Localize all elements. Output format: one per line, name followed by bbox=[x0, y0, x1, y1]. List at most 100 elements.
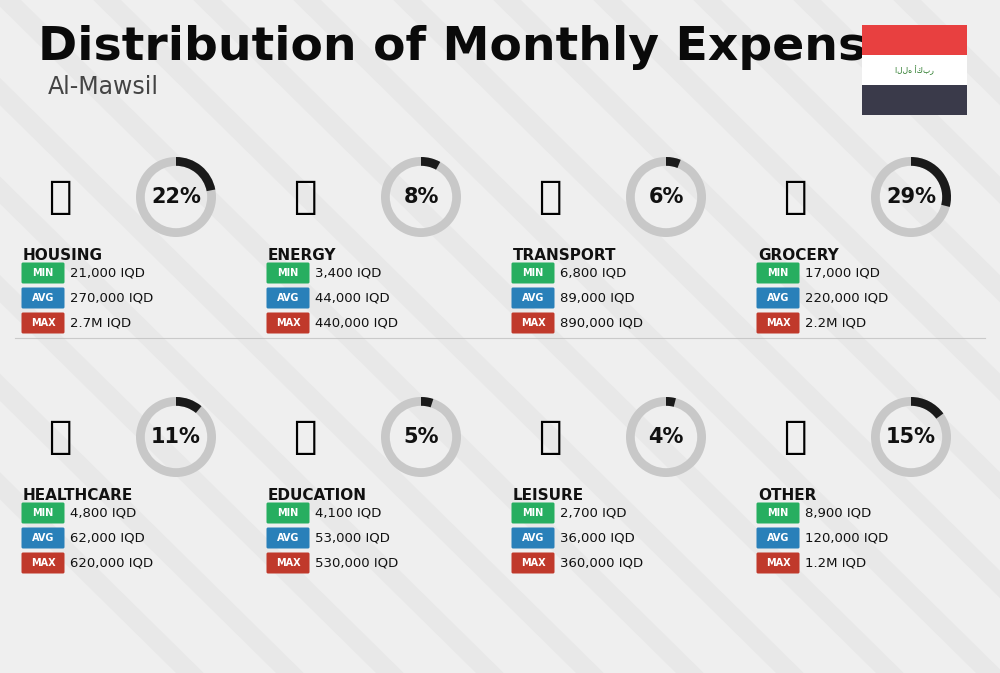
Text: 🏥: 🏥 bbox=[48, 418, 72, 456]
Wedge shape bbox=[381, 397, 461, 477]
Text: 53,000 IQD: 53,000 IQD bbox=[315, 532, 390, 544]
Text: 🚌: 🚌 bbox=[538, 178, 562, 216]
Wedge shape bbox=[136, 397, 216, 477]
Text: 29%: 29% bbox=[886, 187, 936, 207]
FancyBboxPatch shape bbox=[512, 503, 554, 524]
Text: Distribution of Monthly Expenses: Distribution of Monthly Expenses bbox=[38, 25, 926, 70]
Text: MIN: MIN bbox=[767, 508, 789, 518]
Wedge shape bbox=[666, 397, 676, 406]
FancyBboxPatch shape bbox=[862, 25, 967, 55]
FancyBboxPatch shape bbox=[266, 262, 310, 283]
Text: AVG: AVG bbox=[767, 533, 789, 543]
Text: 36,000 IQD: 36,000 IQD bbox=[560, 532, 635, 544]
FancyBboxPatch shape bbox=[22, 262, 64, 283]
FancyBboxPatch shape bbox=[512, 553, 554, 573]
Text: 270,000 IQD: 270,000 IQD bbox=[70, 291, 153, 304]
Text: 🛒: 🛒 bbox=[783, 178, 807, 216]
Text: 8,900 IQD: 8,900 IQD bbox=[805, 507, 871, 520]
FancyBboxPatch shape bbox=[22, 287, 64, 308]
Text: 44,000 IQD: 44,000 IQD bbox=[315, 291, 390, 304]
Text: MAX: MAX bbox=[766, 558, 790, 568]
Text: 🏢: 🏢 bbox=[48, 178, 72, 216]
Text: MAX: MAX bbox=[521, 318, 545, 328]
FancyBboxPatch shape bbox=[22, 312, 64, 334]
FancyBboxPatch shape bbox=[512, 262, 554, 283]
FancyBboxPatch shape bbox=[266, 312, 310, 334]
FancyBboxPatch shape bbox=[512, 528, 554, 548]
Text: Al-Mawsil: Al-Mawsil bbox=[48, 75, 159, 99]
Wedge shape bbox=[871, 157, 951, 237]
Text: 1.2M IQD: 1.2M IQD bbox=[805, 557, 866, 569]
Text: EDUCATION: EDUCATION bbox=[268, 488, 367, 503]
FancyBboxPatch shape bbox=[512, 287, 554, 308]
Wedge shape bbox=[421, 157, 440, 170]
Text: AVG: AVG bbox=[32, 293, 54, 303]
Text: 360,000 IQD: 360,000 IQD bbox=[560, 557, 643, 569]
FancyBboxPatch shape bbox=[757, 262, 800, 283]
Text: AVG: AVG bbox=[767, 293, 789, 303]
Text: MIN: MIN bbox=[32, 268, 54, 278]
Text: 620,000 IQD: 620,000 IQD bbox=[70, 557, 153, 569]
FancyBboxPatch shape bbox=[862, 55, 967, 85]
Text: AVG: AVG bbox=[32, 533, 54, 543]
Text: 890,000 IQD: 890,000 IQD bbox=[560, 316, 643, 330]
Text: MIN: MIN bbox=[522, 508, 544, 518]
Wedge shape bbox=[666, 157, 681, 168]
Text: 8%: 8% bbox=[403, 187, 439, 207]
Text: MAX: MAX bbox=[766, 318, 790, 328]
Text: 4,100 IQD: 4,100 IQD bbox=[315, 507, 381, 520]
Text: 🛍: 🛍 bbox=[538, 418, 562, 456]
Text: AVG: AVG bbox=[277, 533, 299, 543]
FancyBboxPatch shape bbox=[266, 287, 310, 308]
Text: الله أكبر: الله أكبر bbox=[895, 65, 934, 75]
Wedge shape bbox=[136, 157, 216, 237]
Wedge shape bbox=[381, 157, 461, 237]
Text: 15%: 15% bbox=[886, 427, 936, 447]
Text: MIN: MIN bbox=[277, 268, 299, 278]
FancyBboxPatch shape bbox=[22, 553, 64, 573]
Text: 120,000 IQD: 120,000 IQD bbox=[805, 532, 888, 544]
Text: MAX: MAX bbox=[31, 558, 55, 568]
Wedge shape bbox=[626, 397, 706, 477]
Text: MAX: MAX bbox=[521, 558, 545, 568]
Text: OTHER: OTHER bbox=[758, 488, 816, 503]
Text: 220,000 IQD: 220,000 IQD bbox=[805, 291, 888, 304]
FancyBboxPatch shape bbox=[757, 553, 800, 573]
Text: 2.2M IQD: 2.2M IQD bbox=[805, 316, 866, 330]
FancyBboxPatch shape bbox=[266, 503, 310, 524]
Text: 5%: 5% bbox=[403, 427, 439, 447]
FancyBboxPatch shape bbox=[266, 528, 310, 548]
Wedge shape bbox=[421, 397, 433, 407]
Text: 2.7M IQD: 2.7M IQD bbox=[70, 316, 131, 330]
Text: AVG: AVG bbox=[522, 533, 544, 543]
Text: HOUSING: HOUSING bbox=[23, 248, 103, 263]
Wedge shape bbox=[626, 157, 706, 237]
Text: 89,000 IQD: 89,000 IQD bbox=[560, 291, 635, 304]
FancyBboxPatch shape bbox=[512, 312, 554, 334]
Text: MIN: MIN bbox=[767, 268, 789, 278]
Wedge shape bbox=[176, 397, 201, 413]
Wedge shape bbox=[911, 397, 943, 419]
FancyBboxPatch shape bbox=[22, 503, 64, 524]
Wedge shape bbox=[176, 157, 215, 191]
Text: 6%: 6% bbox=[648, 187, 684, 207]
Text: GROCERY: GROCERY bbox=[758, 248, 839, 263]
FancyBboxPatch shape bbox=[757, 528, 800, 548]
Text: 💰: 💰 bbox=[783, 418, 807, 456]
Text: 440,000 IQD: 440,000 IQD bbox=[315, 316, 398, 330]
Text: 4,800 IQD: 4,800 IQD bbox=[70, 507, 136, 520]
FancyBboxPatch shape bbox=[862, 85, 967, 115]
Text: 2,700 IQD: 2,700 IQD bbox=[560, 507, 626, 520]
Wedge shape bbox=[871, 397, 951, 477]
Text: 4%: 4% bbox=[648, 427, 684, 447]
Text: 🔌: 🔌 bbox=[293, 178, 317, 216]
Text: MIN: MIN bbox=[522, 268, 544, 278]
Text: TRANSPORT: TRANSPORT bbox=[513, 248, 616, 263]
FancyBboxPatch shape bbox=[266, 553, 310, 573]
Text: ENERGY: ENERGY bbox=[268, 248, 336, 263]
FancyBboxPatch shape bbox=[757, 503, 800, 524]
Wedge shape bbox=[911, 157, 951, 207]
Text: MAX: MAX bbox=[276, 558, 300, 568]
Text: MAX: MAX bbox=[31, 318, 55, 328]
Text: 11%: 11% bbox=[151, 427, 201, 447]
